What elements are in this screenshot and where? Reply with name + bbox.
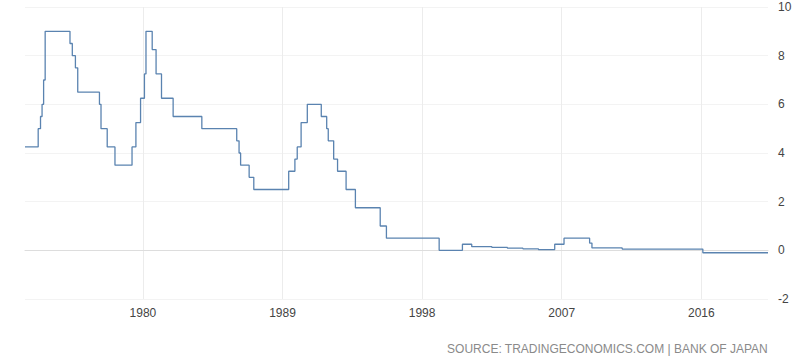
svg-text:1980: 1980 <box>130 306 157 320</box>
svg-text:SOURCE: TRADINGECONOMICS.COM |: SOURCE: TRADINGECONOMICS.COM | BANK OF J… <box>447 342 768 356</box>
svg-text:2007: 2007 <box>548 306 575 320</box>
svg-text:-2: -2 <box>778 292 789 306</box>
svg-text:4: 4 <box>778 146 785 160</box>
svg-text:6: 6 <box>778 97 785 111</box>
svg-text:1998: 1998 <box>409 306 436 320</box>
svg-text:10: 10 <box>778 0 792 14</box>
svg-text:1989: 1989 <box>269 306 296 320</box>
svg-text:0: 0 <box>778 243 785 257</box>
svg-text:2016: 2016 <box>688 306 715 320</box>
svg-text:8: 8 <box>778 49 785 63</box>
svg-text:2: 2 <box>778 195 785 209</box>
